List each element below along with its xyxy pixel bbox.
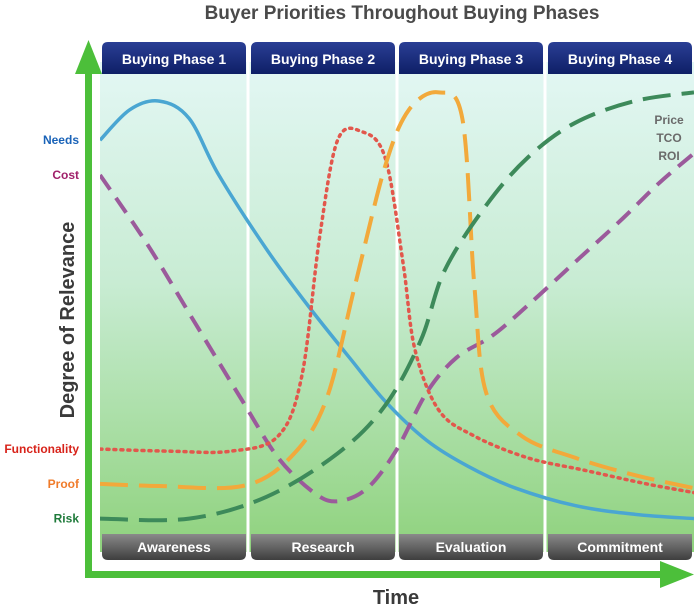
proof-curve [100,90,694,491]
functionality-curve [100,126,694,495]
phase-headers: Buying Phase 1 Buying Phase 2 Buying Pha… [102,42,692,74]
proof-label: Proof [48,477,80,491]
y-axis-arrow [75,40,102,578]
x-axis-label: Time [373,587,419,609]
phase-header-1: Buying Phase 1 [102,42,246,74]
price-tco-roi-note: Price TCO ROI [654,113,684,163]
phase-4-label: Buying Phase 4 [568,51,672,67]
cost-label: Cost [52,168,79,182]
phase-2-label: Buying Phase 2 [271,51,375,67]
stage-footer-2: Research [251,534,395,560]
series-labels: Needs Cost Functionality Proof Risk [4,133,80,525]
needs-curve [100,99,694,521]
cost-curve [100,151,694,504]
stage-4-label: Commitment [577,539,663,555]
phase-header-2: Buying Phase 2 [251,42,395,74]
y-axis-label: Degree of Relevance [57,222,79,419]
risk-label: Risk [54,512,80,526]
diagram-title: Buyer Priorities Throughout Buying Phase… [205,3,600,24]
phase-header-3: Buying Phase 3 [399,42,543,74]
stage-footer-4: Commitment [548,534,692,560]
phase-1-label: Buying Phase 1 [122,51,226,67]
stage-footer-3: Evaluation [399,534,543,560]
stage-3-label: Evaluation [436,539,507,555]
note-tco: TCO [656,131,681,145]
stage-2-label: Research [291,539,354,555]
priority-curves [100,90,694,523]
phase-header-4: Buying Phase 4 [548,42,692,74]
note-roi: ROI [658,149,679,163]
note-price: Price [654,113,684,127]
needs-label: Needs [43,133,79,147]
risk-curve [100,90,694,523]
stage-footer-1: Awareness [102,534,246,560]
x-axis-arrow [85,561,694,588]
stage-1-label: Awareness [137,539,211,555]
functionality-label: Functionality [4,442,79,456]
phase-3-label: Buying Phase 3 [419,51,523,67]
stage-footers: Awareness Research Evaluation Commitment [102,534,692,560]
